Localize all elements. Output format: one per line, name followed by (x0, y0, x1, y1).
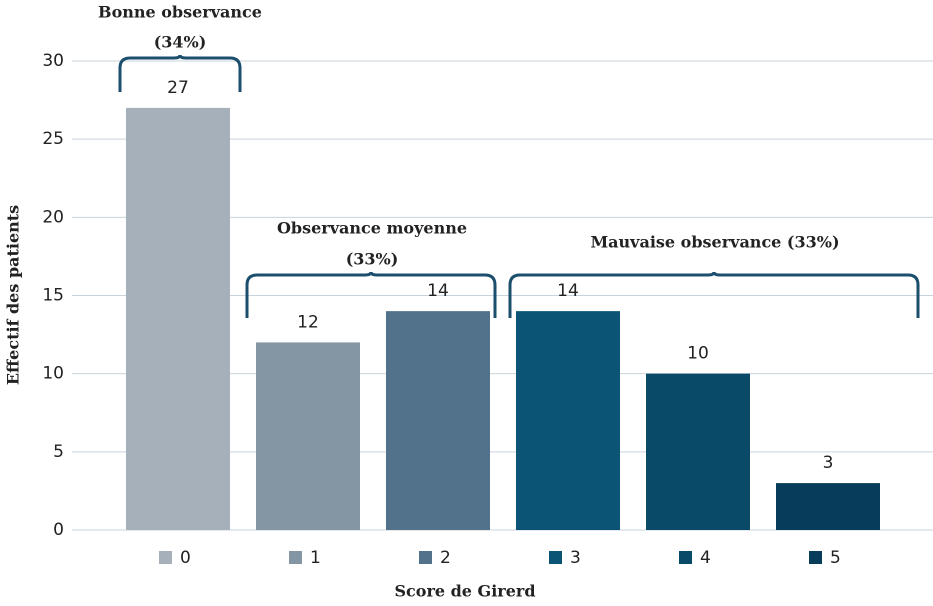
data-label: 12 (297, 312, 319, 332)
bracket (118, 54, 242, 92)
legend-label: 5 (830, 548, 841, 568)
bracket (508, 271, 920, 318)
y-tick-label: 30 (42, 51, 64, 71)
annotation: Mauvaise observance (33%) (590, 233, 839, 252)
y-tick-label: 20 (42, 207, 64, 227)
data-label: 3 (823, 453, 834, 473)
legend-swatch (289, 551, 302, 564)
legend-label: 1 (310, 548, 321, 568)
bar (126, 107, 230, 531)
bar (516, 311, 620, 530)
annotation: (33%) (346, 250, 399, 269)
legend-swatch (159, 551, 172, 564)
data-label: 27 (167, 78, 189, 98)
data-label: 10 (687, 344, 709, 364)
legend-swatch (679, 551, 692, 564)
legend-swatch (549, 551, 562, 564)
data-label: 14 (427, 281, 449, 301)
legend-label: 3 (570, 548, 581, 568)
legend-swatch (809, 551, 822, 564)
x-axis-title: Score de Girerd (394, 582, 535, 601)
annotation: Observance moyenne (277, 219, 467, 238)
legend-label: 2 (440, 548, 451, 568)
bar (646, 373, 750, 530)
annotation: (34%) (154, 33, 207, 52)
y-tick-label: 25 (42, 129, 64, 149)
data-label: 14 (557, 281, 579, 301)
legend-label: 4 (700, 548, 711, 568)
y-tick-label: 0 (53, 520, 64, 540)
y-tick-label: 15 (42, 286, 64, 306)
legend-swatch (419, 551, 432, 564)
y-tick-label: 10 (42, 364, 64, 384)
bar (776, 483, 880, 530)
y-tick-label: 5 (53, 442, 64, 462)
bar (386, 311, 490, 530)
bar (256, 342, 360, 530)
legend-label: 0 (180, 548, 191, 568)
bracket (245, 271, 497, 318)
y-axis-title: Effectif des patients (4, 205, 23, 385)
annotation: Bonne observance (98, 3, 262, 22)
